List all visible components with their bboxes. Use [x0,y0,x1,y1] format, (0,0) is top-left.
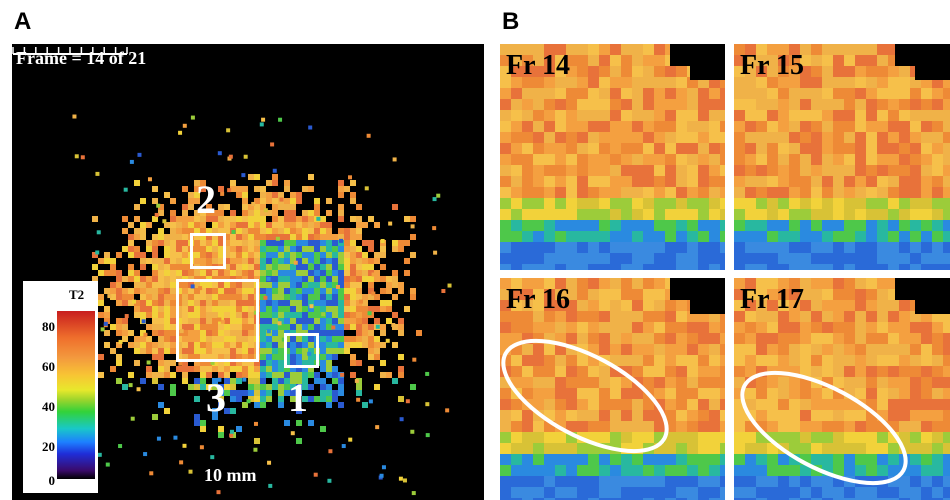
frame-tile-15: Fr 15 [734,44,950,270]
scale-bar [12,47,128,55]
tile-label: Fr 14 [506,50,571,81]
roi-box-3 [176,279,259,362]
colorbar-tick: 80 [42,319,55,334]
tile-label: Fr 17 [740,284,805,315]
tile-label: Fr 16 [506,284,571,315]
frame-tile-14: Fr 14 [500,44,725,270]
roi-label-1: 1 [288,375,308,420]
panel-a-letter: A [14,8,32,35]
tile-image [734,44,950,270]
tile-label: Fr 15 [740,50,805,81]
colorbar-tick: 40 [42,399,55,414]
tile-image [500,44,725,270]
colorbar-tick: 0 [48,473,56,488]
scale-bar-label: 10 mm [204,465,257,485]
colorbar: T2 80 60 40 20 0 [23,281,98,493]
roi-label-3: 3 [206,375,226,420]
colorbar-tick: 20 [42,439,55,454]
frame-tile-17: Fr 17 [734,278,950,500]
tile-image [500,278,725,500]
colorbar-gradient [57,311,95,479]
colorbar-tick: 60 [42,359,55,374]
roi-box-1 [284,333,319,368]
t2-map-image [72,114,452,496]
frame-tile-16: Fr 16 [500,278,725,500]
tile-image [734,278,950,500]
roi-label-2: 2 [196,177,216,222]
roi-box-2 [190,233,226,269]
panel-b-letter: B [502,8,520,35]
colorbar-title: T2 [69,287,85,302]
t2-map-panel: Frame = 14 of 21 2 3 1 T2 80 60 40 20 0 … [12,44,484,500]
